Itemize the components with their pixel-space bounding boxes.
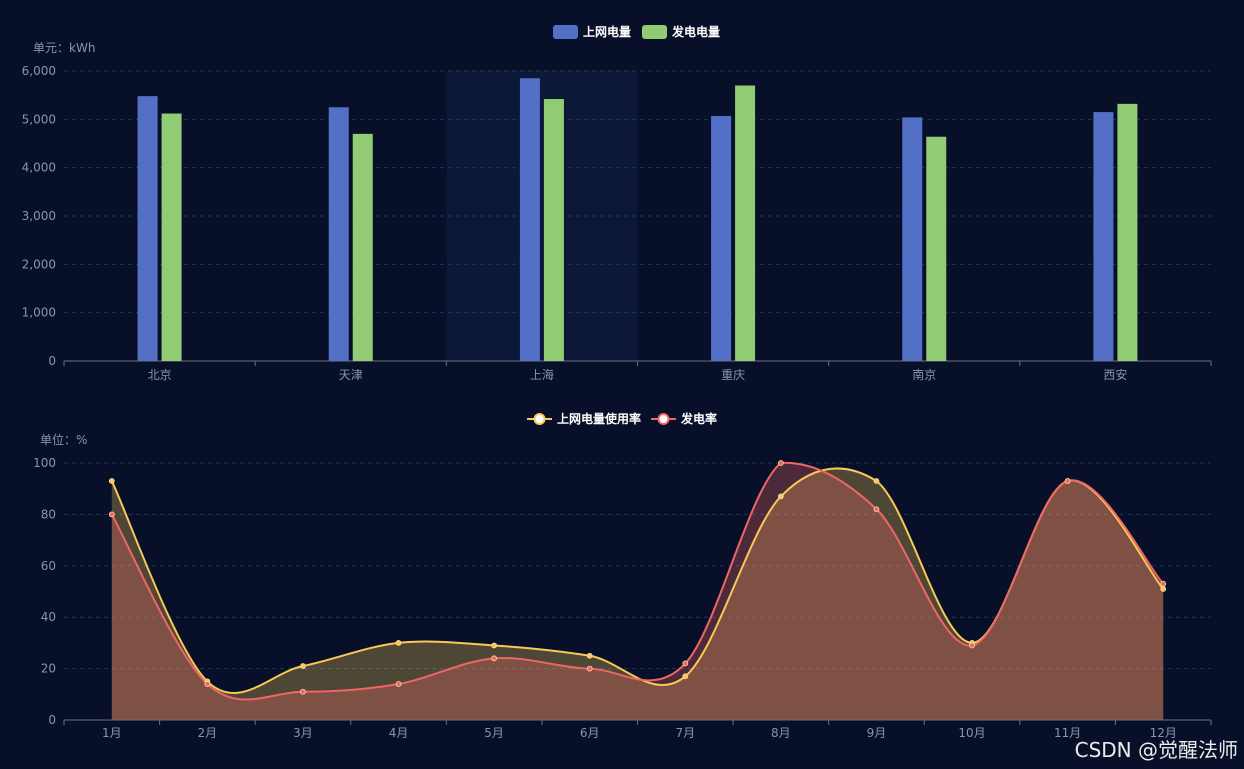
area-x-tick-label: 3月	[293, 726, 313, 740]
usage-rate-area	[111, 468, 1164, 720]
legend-label: 发电电量	[671, 24, 720, 39]
bar-generated-power[interactable]	[1117, 103, 1138, 361]
area-y-tick-label: 60	[41, 559, 56, 573]
area-legend-item[interactable]: 发电率	[651, 411, 717, 426]
legend-label: 上网电量	[583, 24, 631, 39]
usage-rate-point[interactable]	[873, 478, 880, 484]
bar-x-tick-label: 北京	[148, 368, 172, 382]
bar-grid-power[interactable]	[1093, 112, 1114, 361]
area-x-tick-label: 7月	[675, 726, 695, 740]
area-x-tick-label: 12月	[1150, 726, 1177, 740]
bar-y-tick-label: 3,000	[22, 209, 56, 223]
area-x-tick-label: 8月	[771, 726, 791, 740]
area-x-tick-label: 5月	[484, 726, 504, 740]
generation-rate-point[interactable]	[873, 506, 880, 513]
bar-generated-power[interactable]	[352, 133, 373, 361]
area-x-tick-label: 9月	[867, 726, 887, 740]
generation-rate-point[interactable]	[969, 642, 975, 649]
bar-y-tick-label: 5,000	[22, 112, 56, 126]
bar-generated-power[interactable]	[543, 99, 564, 362]
bar-x-tick-label: 西安	[1103, 367, 1127, 382]
bar-chart: 0 1,000 2,000 3,000 4,000 5,000 6,000 北京 天津 上海 重庆 南…	[22, 24, 1212, 382]
area-x-tick-label: 2月	[198, 726, 218, 740]
usage-rate-point[interactable]	[682, 673, 689, 680]
bar-unit-label: 单元：kWh	[33, 41, 95, 55]
generation-rate-point[interactable]	[108, 511, 115, 518]
legend-swatch	[553, 25, 578, 39]
bar-y-tick-label: 4,000	[22, 161, 56, 175]
usage-rate-point[interactable]	[1160, 586, 1167, 592]
bar-x-tick-label: 天津	[339, 368, 363, 382]
bar-grid-power[interactable]	[137, 96, 158, 361]
area-x-tick-label: 4月	[389, 726, 409, 740]
usage-rate-point[interactable]	[300, 663, 306, 669]
bar-grid-power[interactable]	[328, 107, 349, 361]
bar-generated-power[interactable]	[161, 113, 182, 362]
hover-highlight-band	[446, 71, 638, 361]
bar-grid-power[interactable]	[902, 117, 923, 362]
area-y-tick-label: 40	[41, 610, 56, 624]
legend-label: 上网电量使用率	[557, 411, 641, 426]
bar-grid-power[interactable]	[519, 78, 540, 361]
area-y-tick-label: 100	[33, 456, 56, 470]
usage-rate-point[interactable]	[586, 652, 593, 659]
watermark: CSDN @觉醒法师	[1074, 738, 1238, 762]
usage-rate-point[interactable]	[395, 640, 402, 646]
usage-rate-point[interactable]	[108, 478, 115, 484]
bar-x-tick-label: 上海	[530, 367, 554, 382]
bar-x-tick-label: 重庆	[721, 368, 745, 382]
generation-rate-point[interactable]	[1160, 580, 1167, 587]
area-x-tick-label: 6月	[580, 726, 600, 740]
usage-rate-point[interactable]	[777, 493, 784, 500]
area-chart: 0 20 40 60 80 100 1月 2月 3月 4月 5月 6月 7月 8月 9月 10月 11月 12月 单…	[33, 411, 1212, 740]
generation-rate-point[interactable]	[300, 688, 306, 695]
bar-y-tick-label: 6,000	[22, 64, 56, 78]
legend-swatch	[642, 25, 667, 39]
bar-y-tick-label: 1,000	[22, 306, 56, 320]
area-x-tick-label: 11月	[1054, 726, 1081, 740]
generation-rate-point[interactable]	[777, 460, 784, 466]
bar-generated-power[interactable]	[926, 136, 947, 361]
legend-label: 发电率	[680, 411, 717, 426]
legend-marker	[533, 413, 546, 425]
bar-x-tick-label: 南京	[912, 367, 936, 382]
area-y-tick-label: 20	[41, 662, 56, 676]
bar-legend-item[interactable]: 上网电量	[553, 24, 631, 39]
generation-rate-point[interactable]	[1064, 478, 1071, 484]
bar-grid-power[interactable]	[711, 115, 732, 361]
bar-y-tick-label: 0	[48, 354, 56, 368]
area-legend-item[interactable]: 上网电量使用率	[527, 411, 641, 426]
generation-rate-point[interactable]	[491, 655, 498, 662]
legend-marker	[657, 413, 670, 425]
usage-rate-point[interactable]	[491, 642, 498, 649]
area-y-tick-label: 0	[48, 713, 56, 727]
bar-legend-item[interactable]: 发电电量	[642, 24, 720, 39]
area-y-tick-label: 80	[41, 507, 56, 521]
generation-rate-point[interactable]	[395, 681, 402, 687]
bar-generated-power[interactable]	[735, 85, 756, 362]
generation-rate-point[interactable]	[682, 660, 689, 667]
generation-rate-area	[111, 462, 1164, 720]
area-unit-label: 单位：%	[40, 432, 87, 447]
bar-y-tick-label: 2,000	[22, 257, 56, 271]
area-x-tick-label: 1月	[102, 726, 122, 740]
generation-rate-point[interactable]	[204, 681, 211, 687]
generation-rate-point[interactable]	[586, 665, 593, 672]
area-x-tick-label: 10月	[958, 726, 985, 740]
